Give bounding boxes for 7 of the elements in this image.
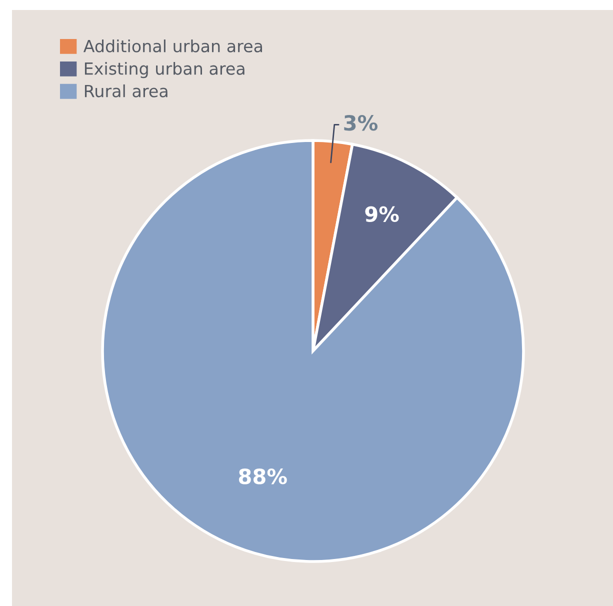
data-label: 3%	[344, 114, 378, 131]
legend-label: Existing urban area	[84, 62, 244, 78]
legend-label: Additional urban area	[83, 40, 262, 52]
data-label: 9%	[365, 206, 399, 222]
data-label: 88%	[238, 468, 287, 484]
pie-slice	[101, 139, 525, 563]
legend-label: Rural area	[84, 84, 168, 98]
